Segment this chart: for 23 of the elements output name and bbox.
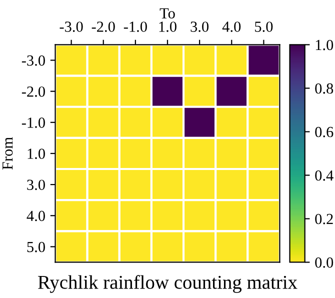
y-tick-label: 4.0 [26, 210, 45, 222]
text: Rychlik rainflow counting matrix [38, 275, 298, 293]
y-tick-label: 1.0 [28, 148, 45, 159]
color-bar-label: 0.0 [315, 257, 334, 268]
x-tick-label: -2.0 [92, 22, 115, 32]
y-tick-label: -1.0 [22, 118, 45, 128]
x-tick-label: -3.0 [60, 22, 83, 32]
y-tick-label: -2.0 [22, 86, 45, 97]
color-bar-label: 0.4 [315, 170, 334, 181]
color-bar-label: 0.8 [315, 83, 334, 94]
y-tick-label: 5.0 [27, 242, 45, 252]
x-tick-label: 5.0 [255, 22, 273, 32]
y-axis-title: From [2, 137, 13, 170]
color-bar-label: 1.0 [316, 40, 334, 50]
x-tick-label: 3.0 [190, 22, 209, 32]
x-tick-label: 1.0 [159, 22, 176, 32]
x-axis-title: To [160, 8, 175, 18]
y-tick-label: 3.0 [27, 180, 45, 190]
y-tick-label: -3.0 [22, 55, 45, 66]
color-bar-label: 0.2 [315, 214, 333, 224]
color-bar-label: 0.6 [315, 126, 334, 138]
x-tick-label: -1.0 [124, 22, 147, 32]
x-tick-label: 4.0 [222, 22, 241, 32]
